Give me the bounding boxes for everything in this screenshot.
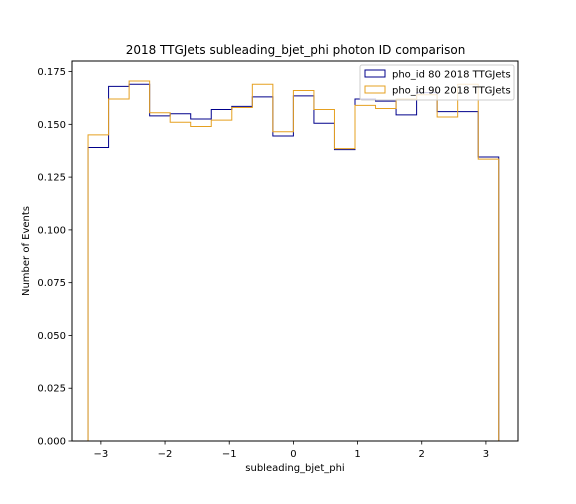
plot-frame — [71, 60, 519, 442]
y-tick-label: 0.075 — [37, 278, 66, 289]
legend-label-1: pho_id 80 2018 TTGJets — [392, 70, 511, 81]
y-axis: 0.000 0.025 0.050 0.075 0.100 0.125 0.150 0.175 — [37, 67, 72, 448]
series-line-1 — [87, 83, 500, 441]
y-tick-label: 0.125 — [37, 173, 66, 184]
y-tick-label: 0.000 — [37, 437, 66, 448]
x-tick-label: 0 — [290, 449, 296, 460]
x-tick-label: 2 — [419, 449, 425, 460]
y-tick-label: 0.150 — [37, 120, 66, 131]
legend: pho_id 80 2018 TTGJets pho_id 90 2018 TTG… — [359, 64, 515, 101]
legend-box — [359, 64, 515, 101]
y-axis-title: Number of Events — [21, 206, 32, 296]
plot-area — [87, 80, 500, 441]
x-tick-label: −2 — [158, 449, 173, 460]
x-tick-label: −1 — [222, 449, 237, 460]
legend-label-2: pho_id 90 2018 TTGJets — [392, 86, 511, 97]
x-tick-label: 3 — [483, 449, 489, 460]
legend-swatch-2 — [364, 85, 386, 94]
x-tick-label: 1 — [354, 449, 360, 460]
chart-title: 2018 TTGJets subleading_bjet_phi photon … — [126, 43, 466, 57]
x-axis: −3 −2 −1 0 1 2 3 — [94, 441, 489, 460]
y-tick-label: 0.050 — [37, 331, 66, 342]
x-tick-label: −3 — [94, 449, 109, 460]
y-tick-label: 0.100 — [37, 225, 66, 236]
y-tick-label: 0.175 — [37, 67, 66, 78]
x-axis-title: subleading_bjet_phi — [245, 463, 344, 474]
legend-swatch-1 — [364, 69, 386, 78]
y-tick-label: 0.025 — [37, 384, 66, 395]
